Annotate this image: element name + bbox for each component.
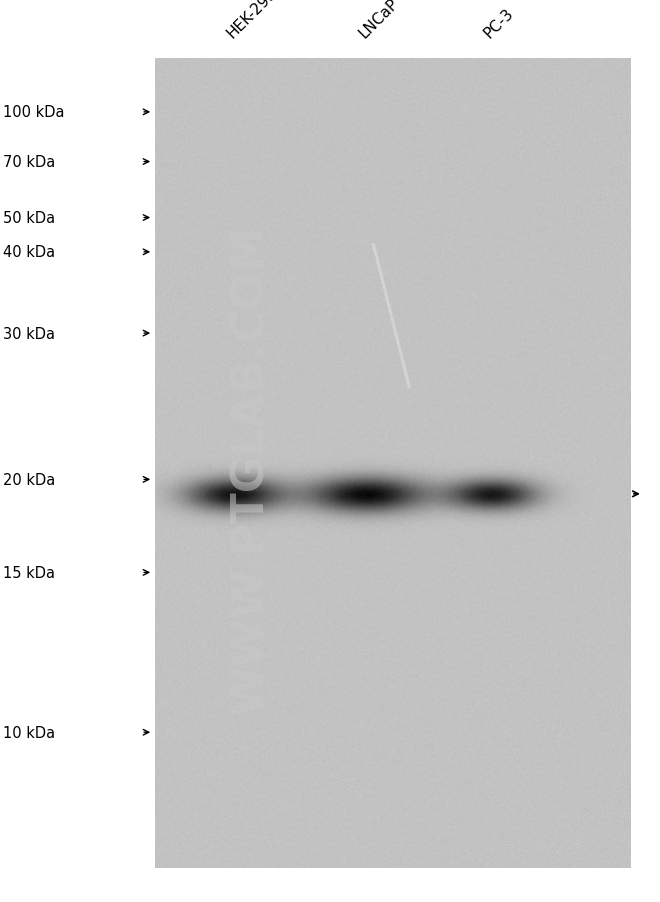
Text: 20 kDa: 20 kDa [3,473,55,487]
Text: 100 kDa: 100 kDa [3,106,65,120]
Text: 10 kDa: 10 kDa [3,725,55,740]
Text: PC-3: PC-3 [481,5,517,41]
Text: 70 kDa: 70 kDa [3,155,55,170]
Text: 40 kDa: 40 kDa [3,245,55,260]
Text: 50 kDa: 50 kDa [3,211,55,226]
Text: LNCaP: LNCaP [356,0,401,41]
Text: 30 kDa: 30 kDa [3,327,55,341]
Text: HEK-293T: HEK-293T [224,0,286,41]
Text: WWW.PTGLAB.COM: WWW.PTGLAB.COM [229,225,273,713]
Text: 15 kDa: 15 kDa [3,566,55,580]
